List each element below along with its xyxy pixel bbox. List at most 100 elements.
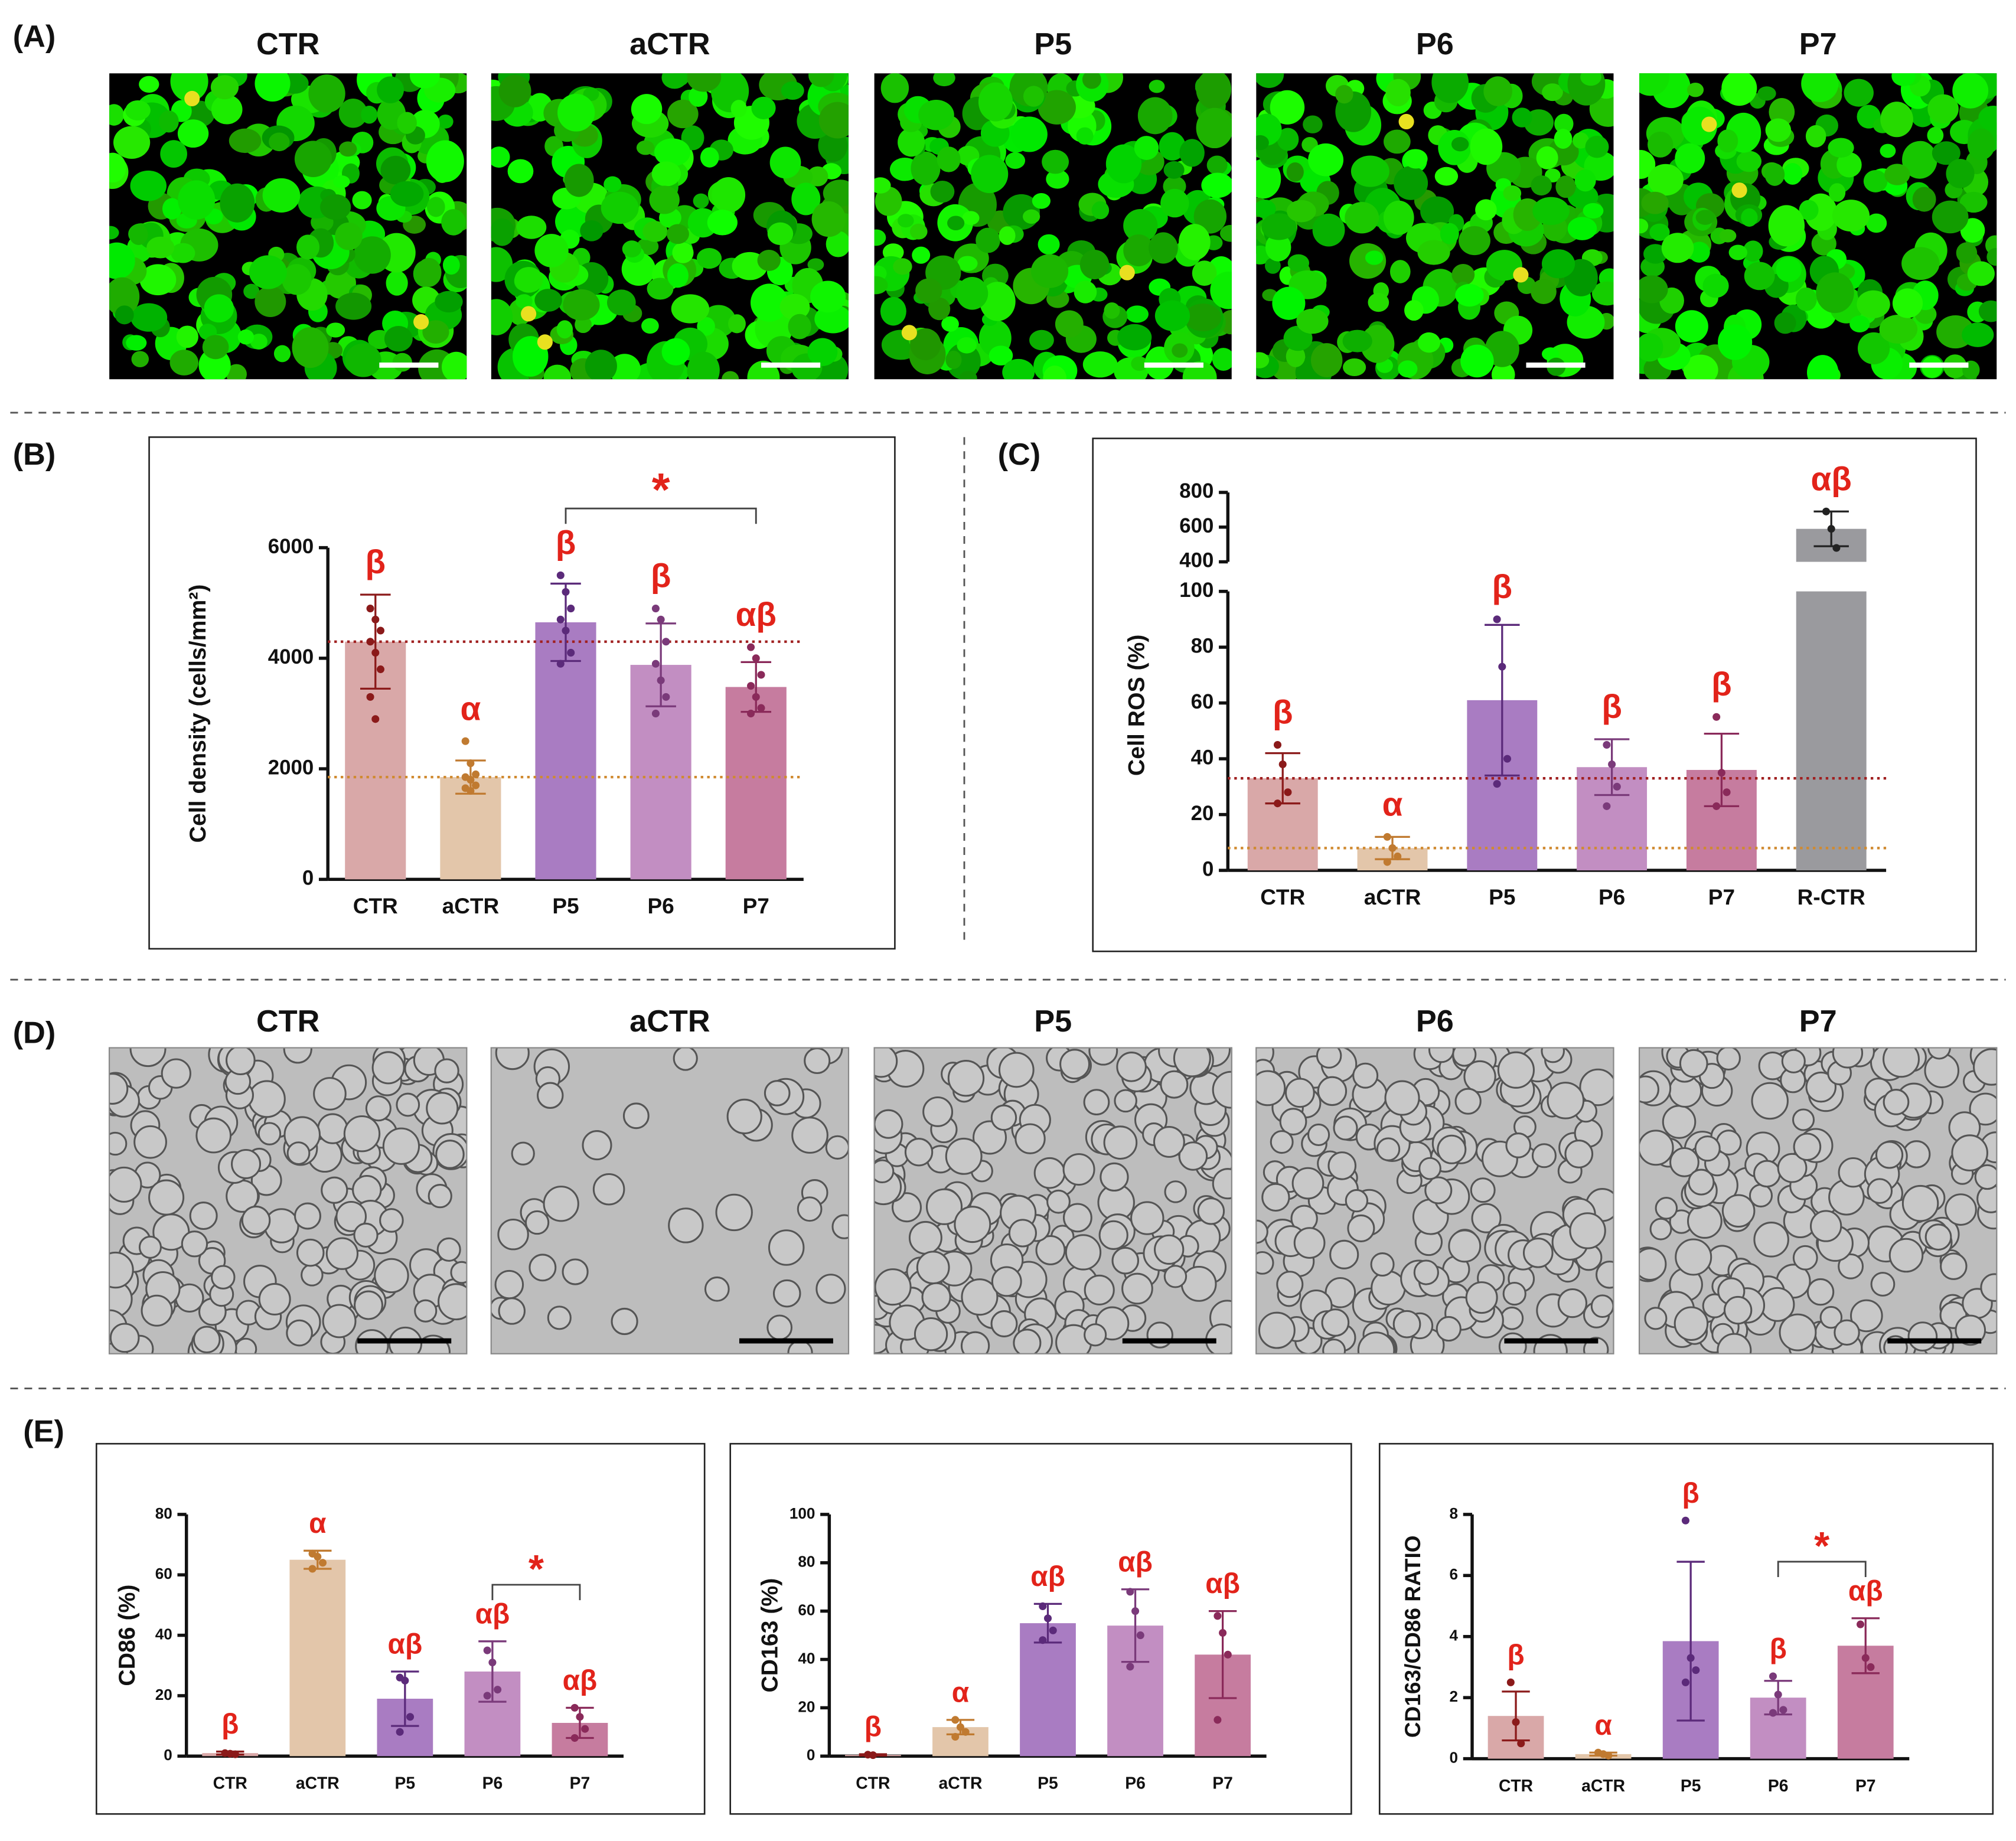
- cell: [998, 1052, 1035, 1088]
- cell: [957, 337, 977, 354]
- cell: [1768, 205, 1805, 247]
- cell: [178, 180, 216, 220]
- y-tick-label: 0: [1202, 857, 1213, 880]
- cell: [622, 1102, 650, 1130]
- data-point: [1506, 1678, 1515, 1686]
- cell: [1639, 73, 1670, 96]
- significance-letter: αβ: [1205, 1568, 1240, 1600]
- cell: [211, 94, 243, 125]
- cell: [1448, 1229, 1482, 1263]
- data-point: [747, 682, 755, 690]
- cell: [115, 305, 134, 325]
- data-point: [1284, 788, 1292, 797]
- cell: [1743, 240, 1763, 262]
- cell: [386, 270, 408, 296]
- cell: [1836, 152, 1862, 178]
- cell: [990, 1310, 1018, 1337]
- cell: [294, 141, 332, 177]
- cell: [930, 180, 955, 203]
- cell: [301, 1264, 324, 1287]
- cell: [1639, 218, 1649, 234]
- x-tick-label: R-CTR: [1798, 884, 1865, 909]
- cell: [697, 316, 715, 336]
- y-tick-label: 4: [1450, 1627, 1459, 1644]
- cell: [326, 322, 345, 338]
- cell: [707, 210, 738, 236]
- cell: [1014, 1123, 1046, 1154]
- cell: [226, 364, 247, 380]
- data-point: [1603, 802, 1611, 810]
- cell: [1270, 90, 1305, 125]
- cell: [622, 240, 642, 257]
- x-tick-label: P6: [1599, 884, 1625, 909]
- cell: [335, 292, 372, 320]
- cell: [1123, 208, 1158, 243]
- cell: [898, 128, 925, 157]
- cell: [1455, 283, 1484, 307]
- cell: [1154, 300, 1190, 331]
- cell: [1675, 1238, 1712, 1276]
- cell: [1554, 129, 1573, 149]
- cell: [438, 1283, 467, 1321]
- cell: [608, 354, 641, 380]
- cell: [788, 314, 811, 340]
- cell: [696, 248, 722, 269]
- fluorescence-image: [109, 73, 467, 380]
- cell: [1801, 73, 1839, 103]
- cell: [957, 256, 978, 272]
- cell: [1679, 1049, 1708, 1078]
- bar: [1796, 591, 1867, 871]
- data-point: [556, 615, 565, 624]
- cell: [374, 1258, 409, 1294]
- cell: [109, 1323, 140, 1353]
- y-axis-label: CD163 (%): [758, 1578, 783, 1693]
- cell: [1757, 86, 1776, 101]
- cell: [757, 249, 781, 271]
- cell: [592, 1173, 625, 1206]
- cell: [1370, 1252, 1395, 1277]
- cell: [1308, 143, 1344, 177]
- data-point: [567, 605, 575, 613]
- cell: [1347, 1214, 1375, 1242]
- y-tick-label: 60: [798, 1601, 815, 1619]
- x-tick-label: CTR: [353, 893, 398, 918]
- cell: [1083, 1089, 1110, 1116]
- cell: [1431, 73, 1469, 103]
- cell: [1074, 280, 1097, 303]
- cell: [434, 1058, 459, 1083]
- data-point: [1493, 615, 1501, 624]
- cell: [585, 350, 617, 380]
- y-tick-label: 8: [1450, 1504, 1459, 1522]
- cell: [1567, 217, 1597, 240]
- cell: [211, 1265, 236, 1290]
- data-point: [1779, 1706, 1787, 1714]
- y-tick-label: 6: [1450, 1565, 1459, 1583]
- cell: [1728, 244, 1748, 260]
- cell: [426, 197, 445, 217]
- fluorescence-image: [491, 73, 849, 380]
- cell: [294, 1202, 321, 1230]
- cell: [764, 1080, 791, 1106]
- cell: [823, 179, 849, 207]
- cell: [1011, 116, 1048, 152]
- cell: [379, 1208, 404, 1233]
- cell: [109, 277, 140, 316]
- data-point: [757, 704, 765, 712]
- cell: [1875, 1141, 1904, 1169]
- chart-frame: [729, 1442, 1352, 1815]
- significance-letter: β: [365, 543, 386, 580]
- cell: [810, 280, 846, 313]
- cell: [1212, 1168, 1232, 1200]
- cell: [1042, 149, 1069, 174]
- cell: [704, 1276, 730, 1302]
- cell: [715, 1193, 753, 1232]
- cell: [891, 1192, 922, 1223]
- significance-letter: β: [1492, 568, 1513, 605]
- x-tick-label: P7: [743, 893, 769, 918]
- cell: [781, 81, 804, 100]
- cell: [1303, 115, 1323, 133]
- cell: [438, 115, 454, 129]
- cell: [1753, 1222, 1789, 1258]
- cell: [693, 193, 709, 208]
- significance-letter: β: [651, 557, 671, 595]
